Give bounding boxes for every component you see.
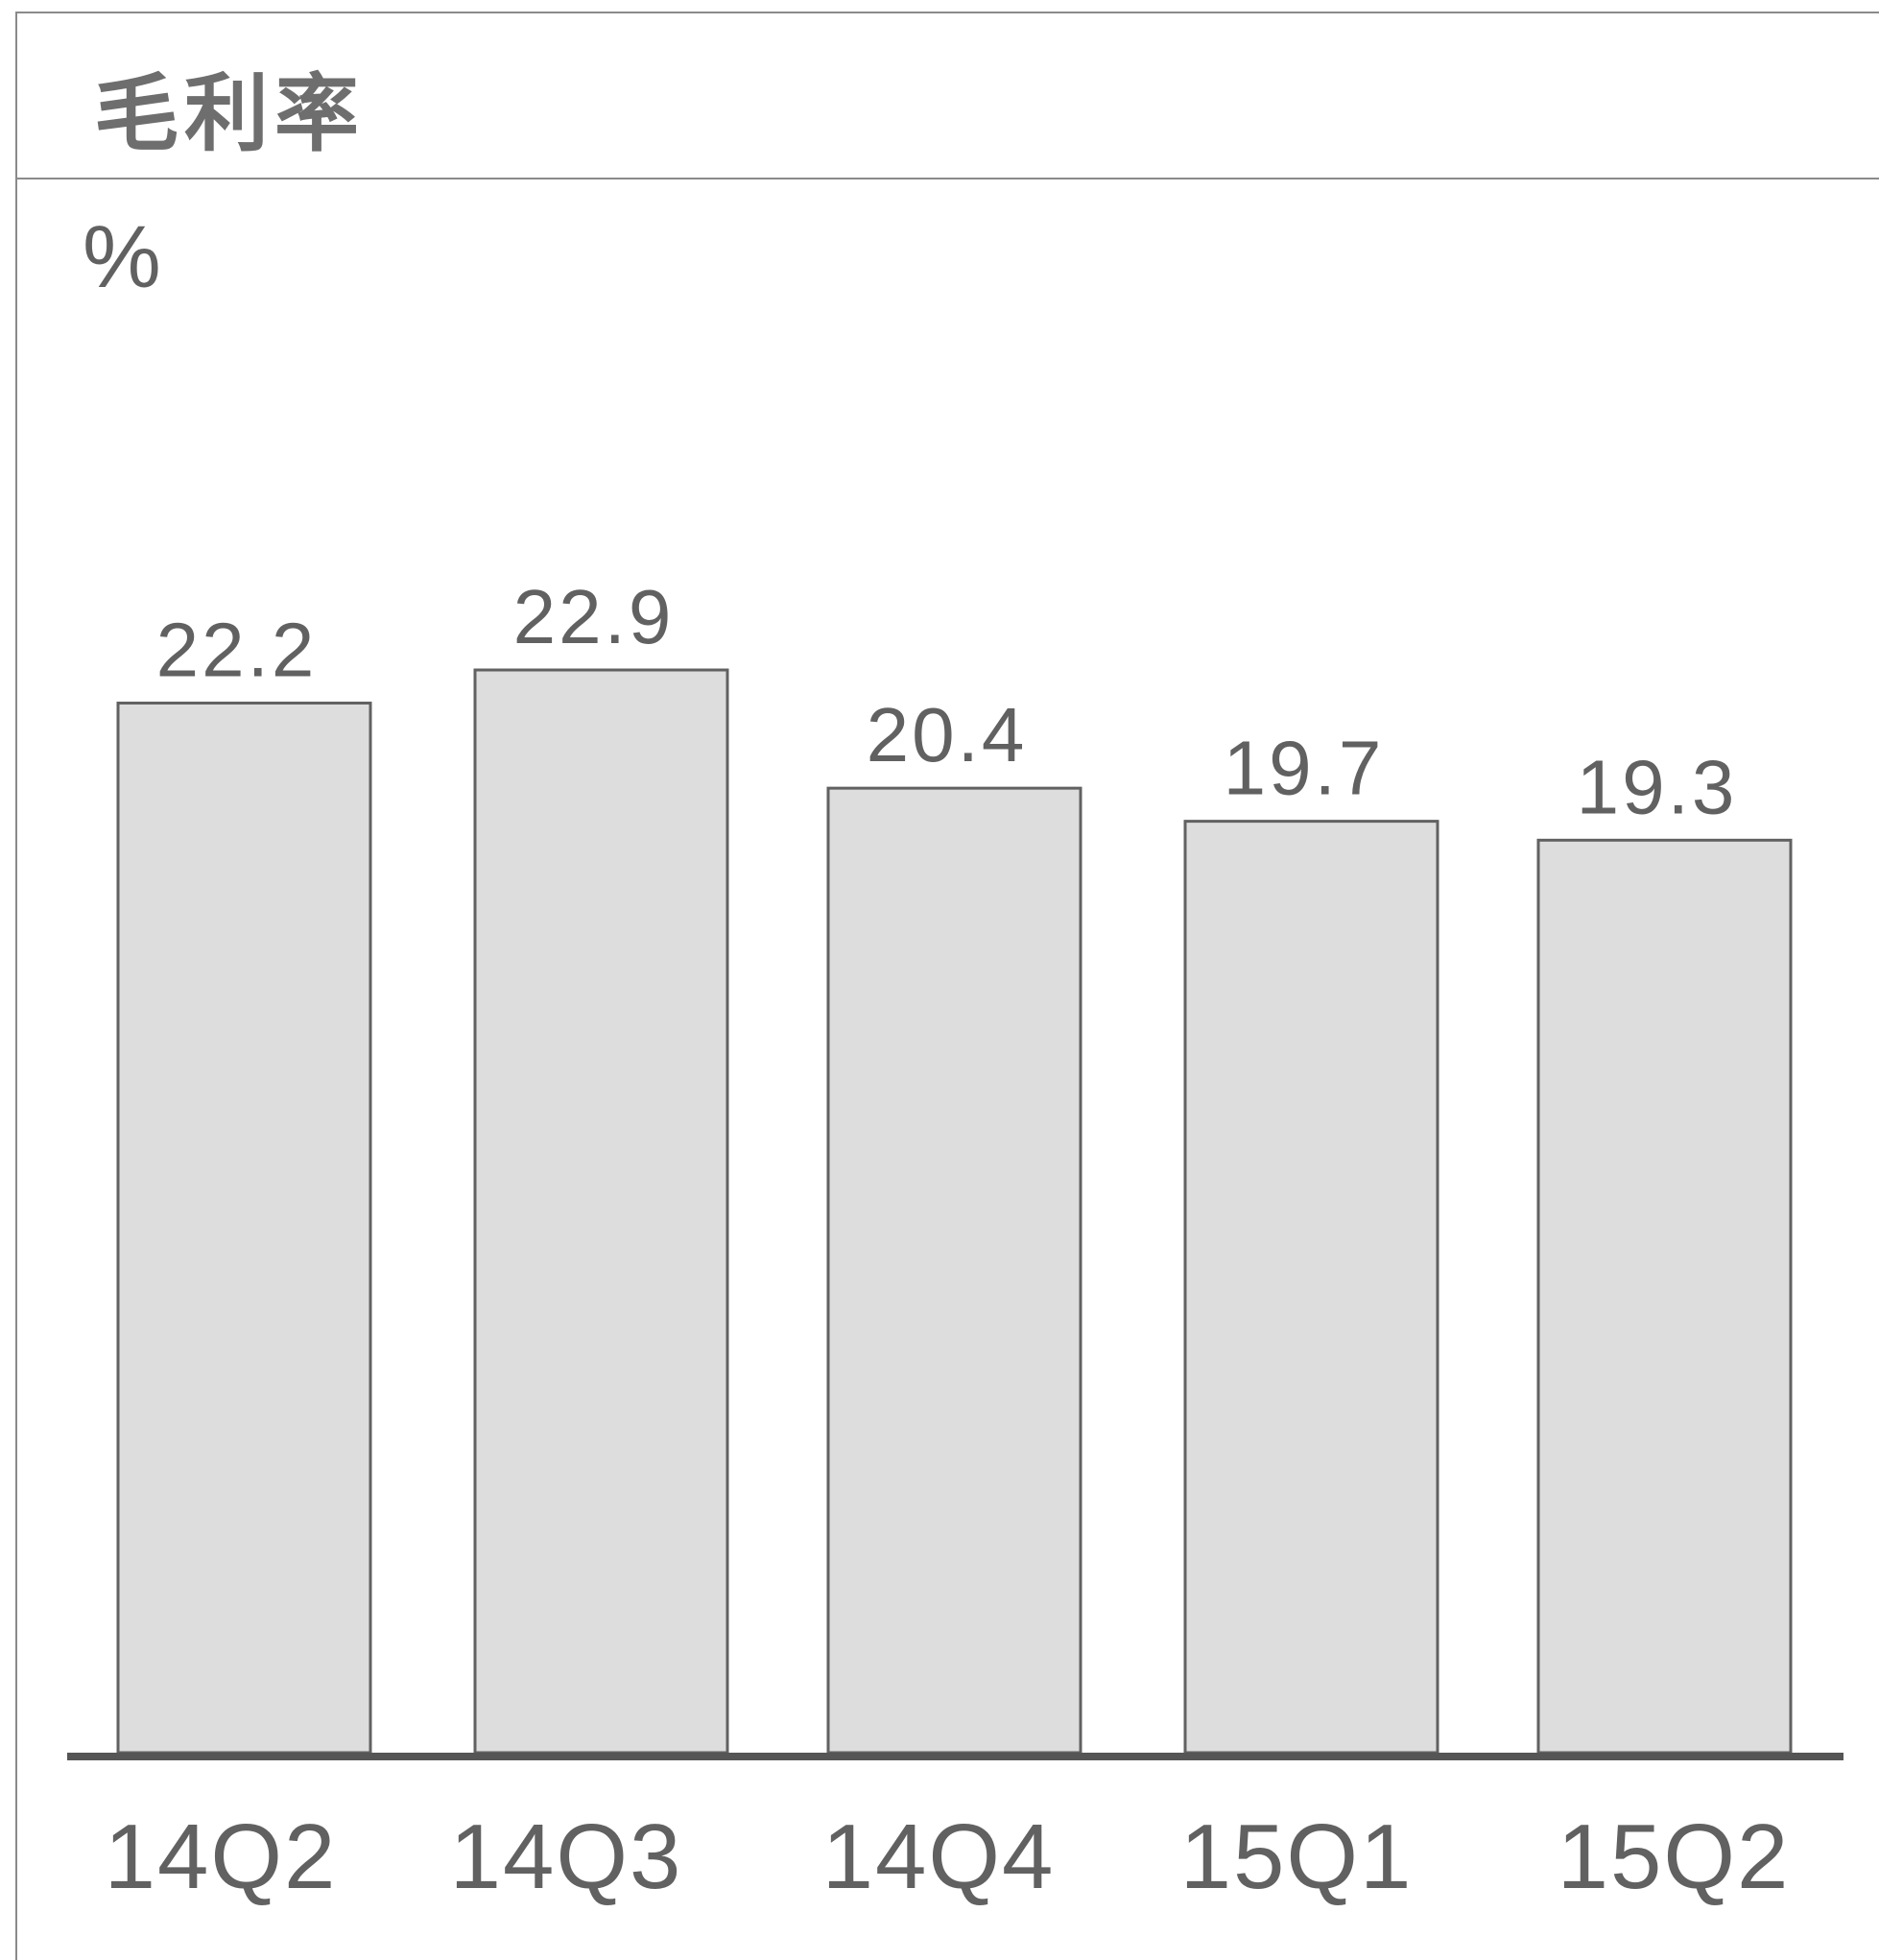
category-label-15Q1: 15Q1 (1180, 1805, 1414, 1908)
header-divider (15, 178, 1879, 179)
value-label-14Q4: 20.4 (867, 692, 1028, 777)
value-label-14Q2: 22.2 (156, 607, 318, 692)
category-labels-layer: 14Q2 14Q3 14Q4 15Q1 15Q2 (105, 1805, 1791, 1908)
value-labels-layer: 22.2 22.9 20.4 19.7 19.3 (156, 574, 1738, 829)
bars-layer (116, 668, 1793, 1755)
value-label-15Q1: 19.7 (1224, 726, 1385, 811)
chart-title: 毛利率 (94, 63, 366, 163)
category-label-14Q4: 14Q4 (822, 1805, 1056, 1908)
category-label-14Q2: 14Q2 (105, 1805, 338, 1908)
bar-14Q3 (473, 668, 729, 1755)
bar-15Q2 (1536, 838, 1793, 1755)
category-label-15Q2: 15Q2 (1558, 1805, 1791, 1908)
bar-14Q2 (116, 701, 372, 1755)
chart-card (15, 12, 1879, 1960)
bar-14Q4 (826, 786, 1082, 1755)
bar-15Q1 (1183, 820, 1439, 1755)
value-label-14Q3: 22.9 (513, 574, 675, 659)
y-unit-label: % (83, 208, 161, 306)
category-label-14Q3: 14Q3 (450, 1805, 683, 1908)
value-label-15Q2: 19.3 (1577, 744, 1738, 829)
